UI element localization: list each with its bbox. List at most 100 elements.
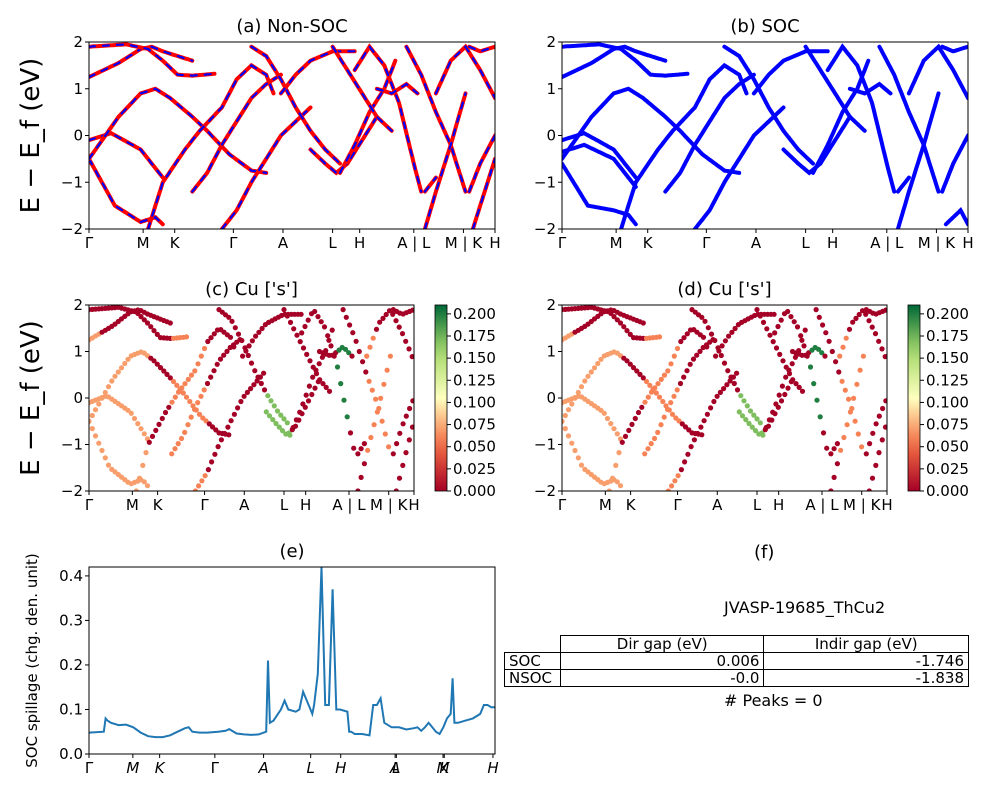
projection-point [846, 326, 853, 332]
projection-point [860, 353, 867, 359]
y-axis-label: E − E_f (eV) [16, 320, 46, 476]
projection-point [384, 367, 390, 373]
projection-point [205, 467, 211, 473]
projection-point [379, 418, 385, 424]
nsoc-indir-gap: -1.838 [763, 669, 969, 687]
projection-point [369, 387, 375, 393]
projection-point [300, 345, 307, 351]
projection-point [578, 384, 585, 390]
projection-point [676, 418, 682, 424]
projection-point [778, 317, 784, 323]
projection-point [154, 331, 160, 337]
projection-point [201, 345, 208, 352]
panel-title-1: (b) SOC [730, 16, 799, 37]
projection-point [227, 334, 234, 340]
projection-point [780, 358, 786, 364]
projection-point [613, 462, 619, 468]
projection-point [195, 361, 201, 367]
projection-point [346, 350, 352, 356]
projection-point [270, 417, 276, 423]
projection-point [829, 348, 835, 355]
y-tick-label: 2 [73, 296, 83, 314]
projection-point [268, 398, 274, 404]
spillage-line [89, 567, 495, 739]
projection-point [588, 369, 594, 375]
projection-point [367, 344, 373, 350]
projection-point [208, 374, 214, 380]
projection-point [251, 382, 257, 388]
projection-point [125, 407, 131, 413]
projection-point [302, 323, 308, 330]
projection-point [235, 405, 241, 411]
projection-point [406, 346, 412, 352]
projection-point [92, 433, 99, 439]
x-tick-label: Γ [558, 496, 567, 514]
projection-point [112, 373, 118, 379]
projection-point [293, 417, 299, 423]
band-line [692, 105, 786, 229]
x-tick-label: Γ [200, 496, 209, 514]
band-line [895, 91, 941, 229]
band-line [940, 44, 968, 54]
x-tick-label: A [278, 234, 289, 252]
projection-point [828, 451, 834, 457]
panel-title-2: (c) Cu ['s'] [205, 279, 298, 300]
projection-point [675, 473, 681, 479]
panel-title-3: (d) Cu ['s'] [677, 279, 771, 300]
projection-point [626, 427, 632, 433]
projection-point [622, 433, 629, 439]
projection-point [836, 369, 842, 375]
projection-point [691, 437, 698, 443]
band-line [751, 49, 830, 96]
projection-point [716, 348, 722, 354]
projection-point [777, 351, 783, 357]
projection-point [635, 409, 642, 416]
projection-point [642, 399, 648, 405]
projection-point [131, 415, 138, 422]
band-line [220, 106, 312, 229]
projection-point [562, 418, 565, 424]
projection-point [313, 371, 320, 377]
x-tick-label: L [392, 759, 400, 777]
projection-point [196, 411, 203, 417]
projection-point [315, 314, 321, 320]
projection-point [817, 414, 823, 420]
projection-point [341, 397, 347, 403]
projection-point [226, 314, 232, 320]
projection-point [575, 455, 581, 461]
colorbar-tick-label: 0.150 [926, 349, 969, 367]
projection-point [866, 318, 872, 324]
x-tick-label: M | K [843, 496, 882, 514]
projection-point [284, 420, 290, 426]
projection-point [258, 380, 264, 387]
projection-point [175, 389, 182, 395]
projection-point [726, 333, 732, 339]
projection-point [246, 343, 252, 349]
projection-point [218, 437, 224, 443]
x-tick-label: M [610, 234, 623, 252]
projection-point [386, 444, 392, 450]
projection-point [382, 431, 388, 437]
projection-point [195, 400, 201, 406]
band-line [895, 175, 911, 194]
projection-point [347, 430, 354, 436]
projection-point [665, 488, 671, 491]
projection-point [856, 311, 862, 318]
projection-point [616, 450, 622, 456]
projection-point [738, 393, 744, 399]
projection-point [719, 343, 725, 349]
colorbar-tick-label: 0.025 [926, 460, 969, 478]
table-row: SOC 0.006 -1.746 [504, 652, 969, 670]
projection-point [291, 326, 297, 332]
projection-point [378, 395, 384, 401]
projection-point [271, 403, 277, 409]
projection-point [648, 441, 654, 447]
projection-point [355, 488, 361, 491]
projection-point [89, 418, 92, 424]
projection-point [256, 329, 262, 335]
projection-point [578, 462, 585, 468]
projection-point [263, 409, 269, 415]
projection-point [109, 378, 115, 384]
projection-point [211, 368, 217, 374]
projection-point [102, 389, 108, 396]
